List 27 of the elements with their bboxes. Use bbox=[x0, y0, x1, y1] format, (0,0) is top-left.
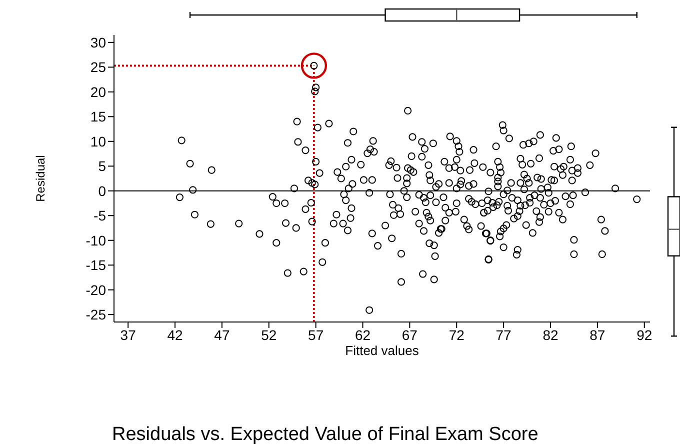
y-tick-label: 10 bbox=[90, 133, 106, 150]
y-axis-title: Residual bbox=[33, 155, 48, 202]
x-tick-label: 57 bbox=[308, 326, 324, 343]
x-tick-label: 87 bbox=[590, 326, 606, 343]
y-tick-label: 30 bbox=[90, 34, 106, 50]
y-tick-label: 20 bbox=[90, 84, 106, 100]
x-tick-label: 72 bbox=[448, 326, 465, 343]
x-tick-label: 77 bbox=[496, 326, 512, 343]
y-tick-label: -15 bbox=[86, 257, 106, 274]
y-tick-label: -10 bbox=[86, 232, 106, 248]
x-tick-label: 67 bbox=[402, 326, 418, 343]
x-tick-label: 42 bbox=[167, 326, 184, 343]
y-tick-label: -25 bbox=[86, 306, 106, 323]
y-tick-label: -20 bbox=[86, 282, 106, 298]
y-tick-label: 0 bbox=[98, 182, 106, 199]
x-tick-label: 82 bbox=[542, 326, 558, 343]
x-tick-label: 62 bbox=[354, 326, 371, 343]
text: Residuals vs. Expected Value of Final Exam Score bbox=[112, 424, 538, 446]
x-tick-label: 92 bbox=[636, 326, 652, 343]
x-tick-label: 47 bbox=[214, 326, 230, 343]
x-axis-title: Fitted values bbox=[345, 343, 420, 358]
y-tick-label: 15 bbox=[90, 108, 106, 125]
y-tick-label: 5 bbox=[98, 158, 106, 174]
y-tick-label: 25 bbox=[90, 59, 106, 76]
x-tick-label: 52 bbox=[261, 326, 277, 343]
y-tick-label: -5 bbox=[94, 208, 106, 224]
x-tick-label: 37 bbox=[120, 326, 136, 343]
